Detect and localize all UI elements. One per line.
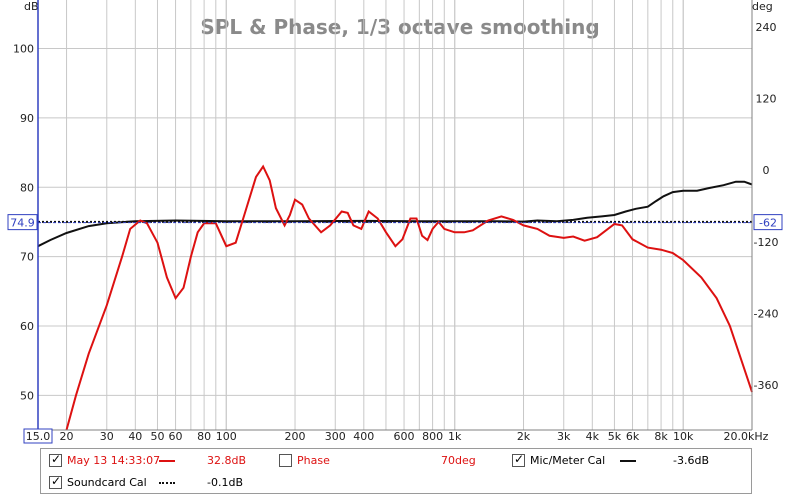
spl-phase-chart: SPL & Phase, 1/3 octave smoothing dB deg… (7, 0, 783, 444)
right-tick-label: -120 (754, 236, 779, 249)
checkmark-icon: ✓ (51, 473, 62, 488)
legend-item-phase[interactable]: Phase (279, 451, 330, 469)
x-tick-label: 200 (285, 430, 306, 443)
x-start-label: 15.0 (26, 430, 51, 443)
right-tick-label: -240 (754, 308, 779, 321)
cursor-left-box (7, 214, 38, 231)
right-tick-label: -360 (754, 379, 779, 392)
soundcard-cal-value: -0.1dB (207, 476, 243, 489)
mic-cal-checkbox[interactable]: ✓ (512, 451, 525, 467)
x-end-label: 20.0kHz (724, 430, 769, 443)
x-tick-label: 5k (608, 430, 622, 443)
x-tick-label: 400 (353, 430, 374, 443)
x-tick-label: 60 (169, 430, 183, 443)
x-tick-label: 30 (100, 430, 114, 443)
x-tick-label: 80 (197, 430, 211, 443)
series-line-mic-meter-cal (37, 180, 753, 248)
x-tick-label: 6k (626, 430, 640, 443)
x-start-box (23, 428, 53, 444)
soundcard-cal-label: Soundcard Cal (67, 475, 147, 489)
left-tick-label: 60 (20, 320, 34, 333)
axes (37, 0, 753, 431)
right-tick-label: 240 (756, 21, 777, 34)
chart-title: SPL & Phase, 1/3 octave smoothing (200, 15, 599, 39)
soundcard-cal-swatch (159, 482, 175, 484)
x-tick-label: 50 (150, 430, 164, 443)
x-tick-label: 2k (517, 430, 531, 443)
x-tick-label: 3k (557, 430, 571, 443)
x-tick-label: 800 (422, 430, 443, 443)
mic-cal-label: Mic/Meter Cal (530, 453, 606, 467)
x-tick-label: 8k (654, 430, 668, 443)
plot-series (37, 164, 753, 431)
mic-cal-value: -3.6dB (673, 454, 709, 467)
left-axis-unit: dB (24, 0, 39, 13)
left-tick-label: 80 (20, 181, 34, 194)
left-tick-label: 100 (13, 43, 34, 56)
left-tick-label: 90 (20, 112, 34, 125)
legend-item-measurement[interactable]: ✓ May 13 14:33:07 (49, 451, 160, 469)
legend-panel: ✓ May 13 14:33:07 32.8dB Phase 70deg ✓ M… (40, 448, 752, 494)
x-tick-label: 20 (60, 430, 74, 443)
legend-item-mic-cal[interactable]: ✓ Mic/Meter Cal (512, 451, 605, 469)
right-tick-label: 0 (763, 164, 770, 177)
checkmark-icon: ✓ (514, 451, 525, 466)
x-tick-label: 40 (128, 430, 142, 443)
cursor[interactable]: 74.9 -62 (7, 214, 783, 231)
measurement-swatch (159, 460, 175, 462)
x-tick-label: 1k (448, 430, 462, 443)
left-tick-label: 70 (20, 251, 34, 264)
phase-checkbox[interactable] (279, 453, 292, 467)
measurement-value: 32.8dB (207, 454, 247, 467)
x-tick-label: 300 (325, 430, 346, 443)
right-tick-label: 120 (756, 93, 777, 106)
soundcard-cal-checkbox[interactable]: ✓ (49, 473, 62, 489)
series-line-may-13-14-33-07 (65, 164, 753, 431)
tick-labels: 100 90 80 70 60 50 240 120 0 -120 -240 -360 20 30 40 50… (13, 21, 779, 444)
mic-cal-swatch (620, 460, 636, 462)
measurement-checkbox[interactable]: ✓ (49, 451, 62, 467)
checkmark-icon: ✓ (51, 451, 62, 466)
x-tick-label: 600 (394, 430, 415, 443)
measurement-label: May 13 14:33:07 (67, 453, 161, 467)
phase-value: 70deg (441, 454, 476, 467)
grid-lines (38, 0, 753, 430)
cursor-right-value: -62 (759, 217, 777, 230)
left-tick-label: 50 (20, 389, 34, 402)
right-axis-unit: deg (752, 0, 773, 13)
x-tick-label: 100 (216, 430, 237, 443)
x-tick-label: 4k (586, 430, 600, 443)
phase-label: Phase (297, 453, 330, 467)
x-tick-label: 10k (673, 430, 694, 443)
legend-item-soundcard-cal[interactable]: ✓ Soundcard Cal (49, 473, 147, 491)
cursor-left-value: 74.9 (10, 217, 35, 230)
cursor-right-box (753, 214, 783, 231)
